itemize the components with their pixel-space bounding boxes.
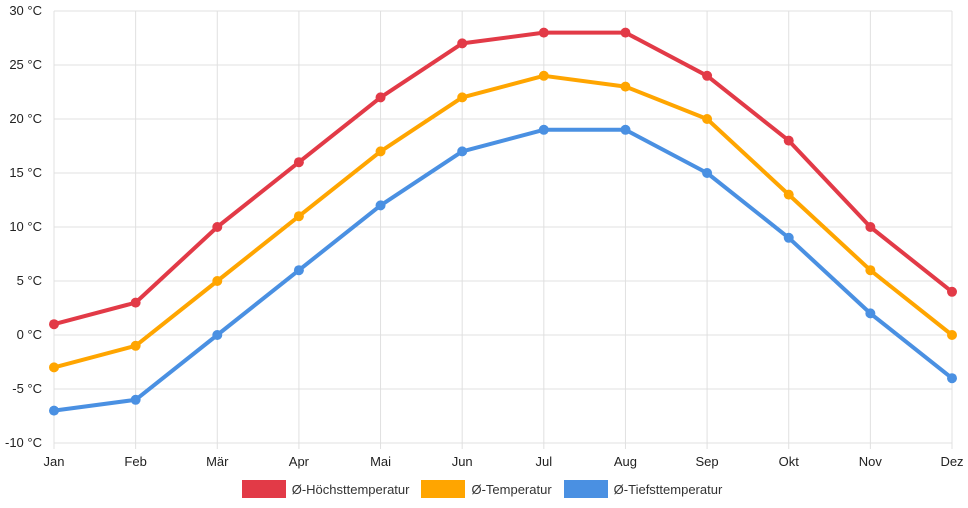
legend-swatch — [563, 480, 608, 498]
x-tick-label: Jul — [536, 454, 553, 469]
x-tick-label: Mai — [370, 454, 391, 469]
data-point[interactable] — [293, 211, 304, 222]
data-point[interactable] — [457, 146, 468, 157]
data-point[interactable] — [702, 70, 713, 81]
data-point[interactable] — [293, 265, 304, 276]
data-point[interactable] — [538, 70, 549, 81]
data-point[interactable] — [783, 232, 794, 243]
y-tick-label: 10 °C — [9, 219, 42, 234]
data-point[interactable] — [212, 222, 223, 232]
y-tick-label: 20 °C — [9, 111, 42, 126]
data-point[interactable] — [865, 222, 876, 232]
data-point[interactable] — [865, 308, 876, 319]
data-point[interactable] — [130, 297, 141, 308]
legend-item[interactable]: Ø-Höchsttemperatur — [241, 480, 410, 498]
legend-item[interactable]: Ø-Tiefsttemperatur — [563, 480, 723, 498]
data-point[interactable] — [457, 92, 468, 103]
x-tick-label: Dez — [940, 454, 963, 469]
data-point[interactable] — [702, 168, 713, 178]
data-point[interactable] — [49, 405, 59, 416]
x-tick-label: Okt — [779, 454, 800, 469]
y-tick-label: 5 °C — [17, 273, 42, 288]
data-point[interactable] — [538, 27, 549, 38]
legend-swatch — [241, 480, 286, 498]
x-tick-label: Sep — [696, 454, 719, 469]
data-point[interactable] — [212, 330, 223, 340]
x-tick-label: Feb — [124, 454, 146, 469]
legend: Ø-Höchsttemperatur Ø-Temperatur Ø-Tiefstte… — [0, 480, 968, 498]
x-tick-label: Jun — [452, 454, 473, 469]
legend-label: Ø-Höchsttemperatur — [291, 481, 410, 497]
data-point[interactable] — [783, 135, 794, 146]
y-tick-label: 25 °C — [9, 57, 42, 72]
data-point[interactable] — [783, 189, 794, 200]
series-lines — [53, 30, 954, 413]
data-point[interactable] — [375, 92, 386, 103]
legend-label: Ø-Tiefsttemperatur — [613, 481, 723, 497]
y-tick-label: 15 °C — [9, 165, 42, 180]
y-tick-label: -5 °C — [12, 381, 42, 396]
x-tick-label: Nov — [859, 454, 883, 469]
series-line — [53, 127, 954, 413]
data-point[interactable] — [620, 81, 631, 92]
legend-label: Ø-Temperatur — [471, 481, 552, 497]
data-point[interactable] — [293, 157, 304, 168]
data-point[interactable] — [49, 319, 59, 330]
x-axis: Jan Feb Mär Apr Mai Jun Jul Aug Sep Okt Nov Dez — [44, 454, 964, 469]
legend-item[interactable]: Ø-Temperatur — [421, 480, 552, 498]
data-point[interactable] — [375, 200, 386, 211]
data-point[interactable] — [49, 362, 59, 373]
series-points — [49, 27, 957, 416]
data-point[interactable] — [947, 286, 957, 297]
data-point[interactable] — [457, 38, 468, 49]
y-axis: 30 °C 25 °C 20 °C 15 °C 10 °C 5 °C 0 °C -5 °C -1… — [5, 3, 42, 450]
data-point[interactable] — [620, 27, 631, 38]
x-tick-label: Mär — [206, 454, 229, 469]
data-point[interactable] — [702, 114, 713, 124]
data-point[interactable] — [130, 394, 141, 405]
data-point[interactable] — [375, 146, 386, 157]
x-tick-label: Apr — [289, 454, 310, 469]
data-point[interactable] — [865, 265, 876, 276]
y-tick-label: 30 °C — [9, 3, 42, 18]
data-point[interactable] — [538, 124, 549, 135]
data-point[interactable] — [212, 276, 223, 286]
x-tick-label: Aug — [614, 454, 637, 469]
grid — [53, 10, 953, 449]
line-chart: 30 °C 25 °C 20 °C 15 °C 10 °C 5 °C 0 °C -5 °C -1… — [5, 3, 964, 469]
data-point[interactable] — [947, 330, 957, 340]
legend-swatch — [421, 480, 466, 498]
y-tick-label: 0 °C — [17, 327, 42, 342]
series-line — [53, 73, 954, 370]
series-line — [53, 30, 954, 327]
data-point[interactable] — [947, 373, 957, 384]
data-point[interactable] — [620, 124, 631, 135]
data-point[interactable] — [130, 340, 141, 351]
x-tick-label: Jan — [44, 454, 65, 469]
y-tick-label: -10 °C — [5, 435, 42, 450]
